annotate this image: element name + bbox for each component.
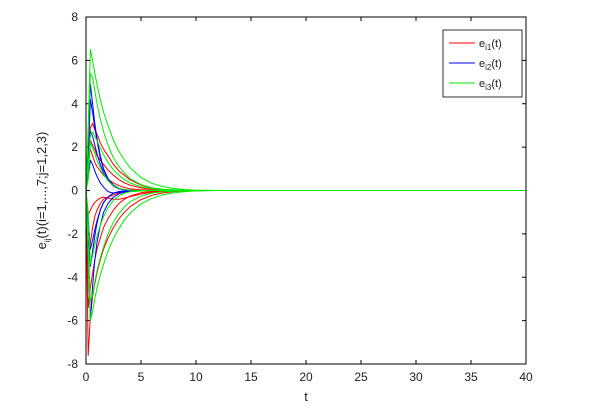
y-tick-label: 6 <box>71 53 78 67</box>
y-axis-title-base: e <box>34 242 49 249</box>
series-line-e-i3-5 <box>85 131 526 191</box>
y-tick-label: 8 <box>71 10 78 24</box>
y-axis-title-rest: (t)(i=1,...,7;j=1,2,3) <box>34 132 49 239</box>
series-line-e-i3-4 <box>85 190 526 302</box>
series-line-e-i3-6 <box>85 190 526 265</box>
y-tick-label: -4 <box>67 270 78 284</box>
x-tick-label: 0 <box>83 370 90 384</box>
y-tick-label: -6 <box>67 314 78 328</box>
series-line-e-i2-3 <box>85 83 526 191</box>
tick-labels: 0 5 10 15 20 25 30 35 40 -8 -6 -4 -2 0 2 4 6 8 <box>67 10 533 384</box>
x-tick-label: 25 <box>354 370 368 384</box>
y-axis-title-sub: ij <box>43 238 52 242</box>
y-tick-label: -2 <box>67 227 78 241</box>
series-line-e-i2-5 <box>85 131 526 191</box>
y-tick-label: 4 <box>71 97 78 111</box>
series-line-e-i3-3 <box>85 190 526 322</box>
series-line-e-i3-1 <box>85 49 526 191</box>
series-line-e-i2-6 <box>85 190 526 250</box>
y-tick-label: 2 <box>71 140 78 154</box>
series-line-e-i2-1 <box>85 190 526 322</box>
legend-entry-e-i2: ei2(t) <box>449 58 502 72</box>
legend-label-e-i2: ei2(t) <box>479 58 502 72</box>
y-tick-label: 0 <box>71 184 78 198</box>
legend-label-e-i3: ei3(t) <box>479 78 502 92</box>
series-line-e-i3-7 <box>85 142 526 191</box>
series-line-e-i2-4 <box>85 98 526 191</box>
legend-entry-e-i1: ei1(t) <box>449 38 502 52</box>
series-line-e-i1-2 <box>85 190 526 309</box>
x-tick-label: 20 <box>299 370 313 384</box>
series-line-e-i1-4 <box>85 122 526 191</box>
series-line-e-i1-3 <box>85 190 526 267</box>
legend-entry-e-i3: ei3(t) <box>449 78 502 92</box>
y-tick-label: -8 <box>67 357 78 371</box>
x-tick-label: 35 <box>464 370 478 384</box>
x-tick-label: 5 <box>138 370 145 384</box>
legend: ei1(t) ei2(t) ei3(t) <box>442 29 523 98</box>
x-tick-label: 10 <box>189 370 203 384</box>
series-line-e-i2-2 <box>85 190 526 267</box>
series-line-e-i1-6 <box>85 148 526 191</box>
x-tick-label: 40 <box>519 370 533 384</box>
series-line-e-i1-7 <box>85 190 526 215</box>
x-axis-title: t <box>304 389 308 404</box>
legend-label-e-i1: ei1(t) <box>479 38 502 52</box>
series-line-e-i1-1 <box>85 190 526 356</box>
y-axis-title: eij(t)(i=1,...,7;j=1,2,3) <box>34 132 52 250</box>
x-tick-label: 30 <box>409 370 423 384</box>
plot-lines <box>85 49 526 356</box>
x-tick-label: 15 <box>244 370 258 384</box>
plot-frame <box>85 16 527 365</box>
